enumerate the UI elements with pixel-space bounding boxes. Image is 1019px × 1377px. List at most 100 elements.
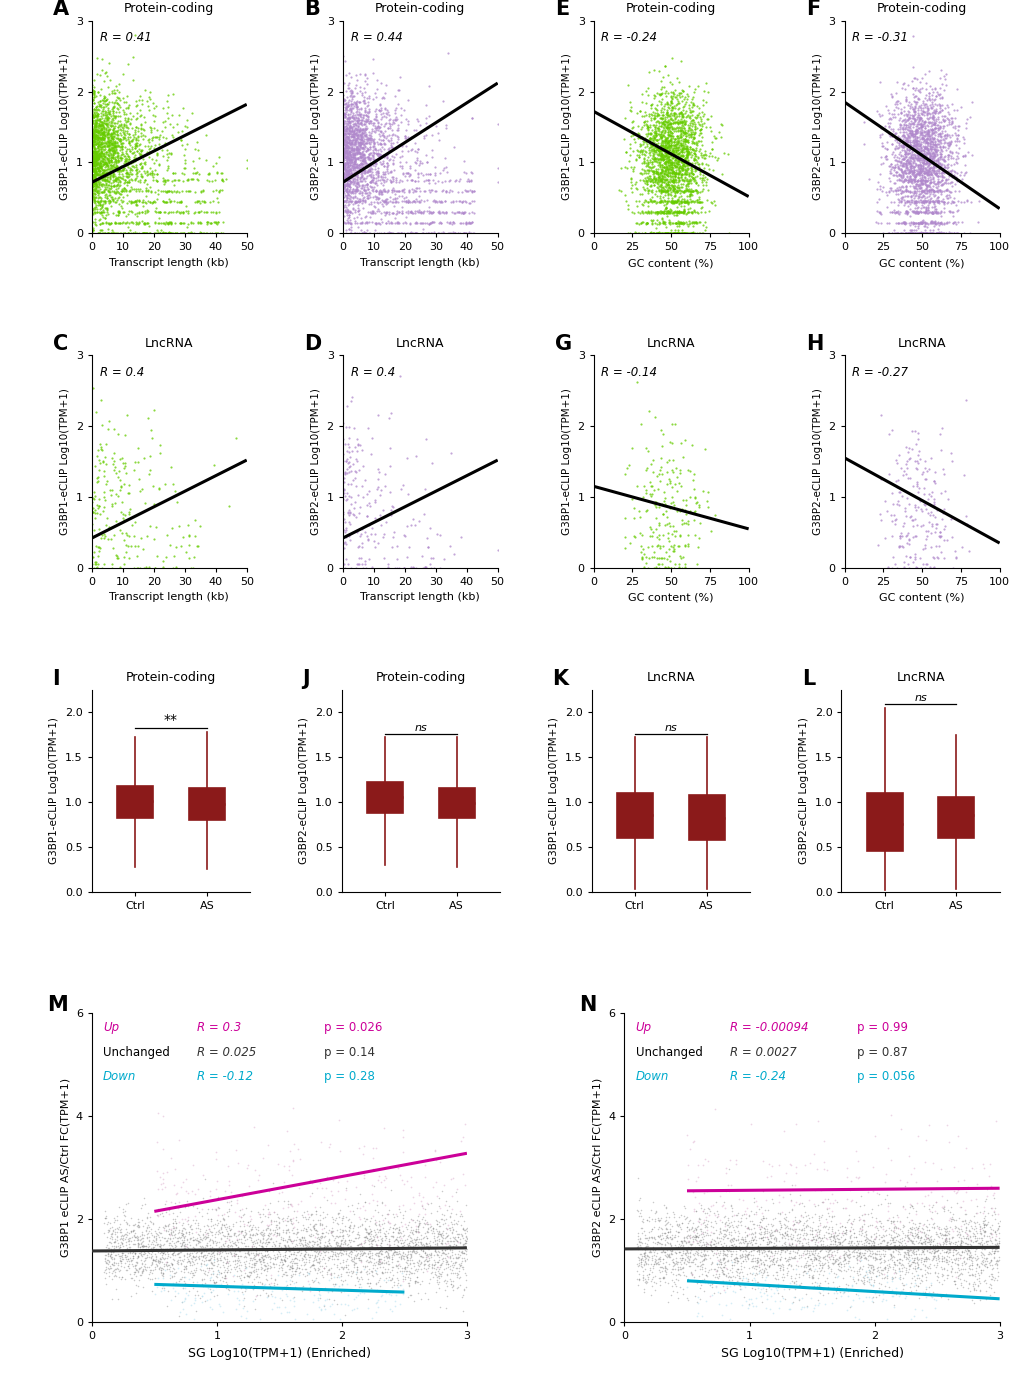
Point bbox=[158, 1238, 174, 1260]
Point bbox=[287, 1248, 304, 1270]
Point bbox=[804, 1228, 820, 1250]
Point bbox=[94, 113, 110, 135]
Point bbox=[726, 1235, 742, 1257]
Point bbox=[354, 121, 370, 143]
Point bbox=[200, 162, 216, 185]
Point bbox=[396, 1243, 413, 1265]
Point bbox=[703, 1239, 719, 1261]
Point bbox=[672, 112, 688, 134]
Point bbox=[805, 1249, 821, 1271]
Point bbox=[433, 1249, 449, 1271]
Point bbox=[110, 1235, 126, 1257]
Point bbox=[85, 160, 101, 182]
Point bbox=[361, 160, 377, 182]
Point bbox=[366, 132, 382, 154]
Point bbox=[924, 1234, 941, 1256]
Point bbox=[163, 1219, 179, 1241]
Point bbox=[643, 1226, 659, 1248]
Point bbox=[337, 158, 354, 180]
Point bbox=[141, 1242, 157, 1264]
Point bbox=[924, 183, 941, 205]
Point bbox=[903, 131, 919, 153]
Point bbox=[906, 123, 922, 145]
Point bbox=[892, 182, 908, 204]
Point bbox=[639, 182, 655, 204]
Point bbox=[317, 1205, 333, 1227]
Point bbox=[808, 1224, 824, 1246]
Point bbox=[288, 1238, 305, 1260]
Point bbox=[911, 201, 927, 223]
Point bbox=[165, 1217, 181, 1239]
Point bbox=[165, 1227, 181, 1249]
Point bbox=[338, 1261, 355, 1283]
Point bbox=[104, 81, 120, 103]
Point bbox=[785, 1246, 801, 1268]
Point bbox=[689, 74, 705, 96]
Point bbox=[668, 1237, 685, 1259]
Point bbox=[915, 161, 931, 183]
Point bbox=[923, 190, 940, 212]
Point bbox=[758, 1226, 774, 1248]
Point bbox=[627, 222, 643, 244]
Point bbox=[339, 1248, 356, 1270]
Point bbox=[836, 1249, 852, 1271]
Point bbox=[640, 142, 656, 164]
Point bbox=[685, 1243, 701, 1265]
Point bbox=[925, 153, 942, 175]
Point bbox=[653, 1256, 669, 1278]
Point bbox=[99, 127, 115, 149]
Point bbox=[645, 160, 661, 182]
Point bbox=[924, 1254, 941, 1276]
Point bbox=[218, 1248, 234, 1270]
Point bbox=[449, 1263, 466, 1285]
Point bbox=[214, 1213, 230, 1235]
Point bbox=[364, 145, 380, 167]
Point bbox=[155, 1264, 171, 1286]
Point bbox=[145, 1238, 161, 1260]
Point bbox=[826, 1190, 843, 1212]
Point bbox=[642, 1226, 658, 1248]
Point bbox=[403, 1257, 419, 1279]
Point bbox=[154, 1246, 170, 1268]
Point bbox=[925, 154, 942, 176]
Point bbox=[914, 223, 930, 245]
Point bbox=[658, 1231, 675, 1253]
Point bbox=[99, 197, 115, 219]
Point bbox=[852, 1246, 868, 1268]
Point bbox=[664, 191, 681, 213]
Point bbox=[397, 150, 414, 172]
Point bbox=[909, 113, 925, 135]
Point bbox=[339, 125, 356, 147]
Point bbox=[306, 1217, 322, 1239]
Point bbox=[647, 114, 663, 136]
Point bbox=[411, 1249, 427, 1271]
Point bbox=[937, 1250, 954, 1272]
Point bbox=[668, 1250, 685, 1272]
Point bbox=[686, 198, 702, 220]
Point bbox=[676, 534, 692, 556]
Point bbox=[369, 1217, 385, 1239]
Point bbox=[142, 1268, 158, 1290]
Point bbox=[370, 212, 386, 234]
Point bbox=[806, 1260, 822, 1282]
Point bbox=[150, 1102, 166, 1124]
Point bbox=[906, 109, 922, 131]
Point bbox=[949, 212, 965, 234]
Point bbox=[93, 134, 109, 156]
Point bbox=[348, 138, 365, 160]
Point bbox=[98, 197, 114, 219]
Point bbox=[919, 1281, 935, 1303]
Point bbox=[688, 131, 704, 153]
Point bbox=[927, 136, 944, 158]
Point bbox=[926, 110, 943, 132]
Point bbox=[662, 112, 679, 134]
Point bbox=[133, 139, 150, 161]
Point bbox=[749, 1252, 765, 1274]
Point bbox=[655, 211, 672, 233]
Point bbox=[91, 174, 107, 196]
Point bbox=[176, 1265, 193, 1287]
Point bbox=[133, 201, 150, 223]
Point bbox=[458, 1270, 474, 1292]
Point bbox=[916, 131, 932, 153]
Point bbox=[975, 1248, 991, 1270]
